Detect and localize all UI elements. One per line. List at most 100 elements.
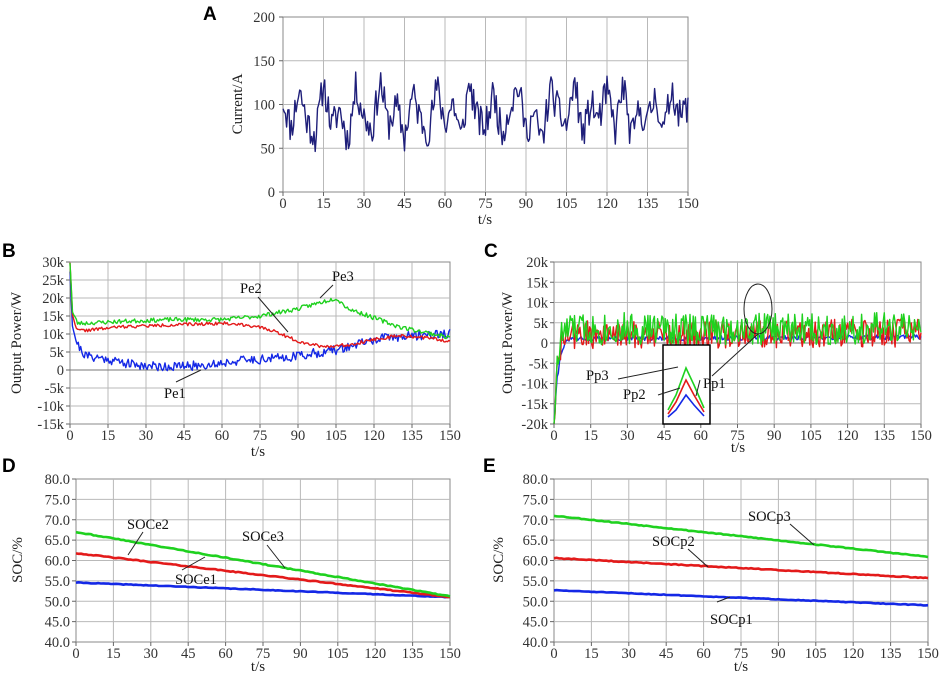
- chart-d-xtick-label: 30: [144, 646, 159, 662]
- chart-d-ytick-label: 70.0: [45, 513, 70, 529]
- ellipse-pointer: [711, 333, 759, 377]
- chart-d-ylabel: SOC/%: [10, 537, 26, 583]
- chart-e-xtick-label: 120: [842, 646, 864, 662]
- pp3-pointer: [617, 366, 679, 380]
- chart-a-ytick-label: 200: [253, 10, 275, 26]
- chart-d-xtick-label: 150: [439, 646, 461, 662]
- chart-d-xtick-label: 15: [106, 646, 121, 662]
- chart-a-xtick-label: 15: [316, 196, 331, 212]
- chart-a-xtick-label: 135: [637, 196, 659, 212]
- panel-letter-b: B: [2, 241, 16, 262]
- socp1-label: SOCp1: [710, 612, 753, 628]
- socp1-pointer: [716, 596, 731, 603]
- chart-b-xtick-label: 105: [325, 428, 347, 444]
- series-line-soce2: [75, 552, 451, 599]
- chart-e-ytick-label: 55.0: [523, 574, 548, 590]
- chart-d-ytick-label: 75.0: [45, 492, 70, 508]
- chart-e-ytick-label: 70.0: [523, 513, 548, 529]
- panel-b-power-chart: B 0 15 30 45 60 75 90 105 120 135 150 -15k -10k -5k 0 5…: [2, 241, 461, 460]
- chart-b-ylabel: Output Power/W: [9, 291, 25, 394]
- chart-b-series: [69, 262, 451, 372]
- chart-d-ytick-label: 55.0: [45, 574, 70, 590]
- chart-d-xtick-label: 105: [327, 646, 349, 662]
- chart-d-ytick-label: 65.0: [45, 533, 70, 549]
- pe1-label: Pe1: [164, 386, 186, 402]
- panel-c-power-chart: C 0 15 30 45 60 75 90 105 120 135 150 -20k -15k -10k -…: [484, 241, 932, 456]
- chart-e-ytick-label: 45.0: [523, 615, 548, 631]
- chart-a-xtick-label: 150: [677, 196, 699, 212]
- chart-e-xtick-label: 30: [622, 646, 637, 662]
- chart-c-xtick-label: 60: [694, 428, 709, 444]
- chart-c-ytick-label: 15k: [526, 275, 549, 291]
- chart-c-xtick-label: 90: [767, 428, 782, 444]
- chart-d-ytick-label: 60.0: [45, 554, 70, 570]
- chart-a-xtick-label: 75: [478, 196, 493, 212]
- chart-b-ytick-label: 5k: [50, 345, 65, 361]
- chart-b-xtick-label: 135: [401, 428, 423, 444]
- chart-e-xlabel: t/s: [734, 659, 748, 674]
- chart-e-ylabel: SOC/%: [491, 537, 507, 583]
- chart-b-ytick-label: 20k: [42, 291, 65, 307]
- chart-b-ytick-label: 10k: [42, 327, 65, 343]
- chart-a-ytick-label: 0: [268, 185, 275, 201]
- series-line-socp3: [553, 514, 929, 559]
- chart-c-ytick-label: 0: [541, 336, 548, 352]
- series-line-soce3: [75, 530, 451, 598]
- chart-e-xtick-label: 0: [550, 646, 557, 662]
- chart-b-xtick-label: 0: [66, 428, 73, 444]
- chart-c-ticks: 0 15 30 45 60 75 90 105 120 135 150 -20k -15k -10k -5k…: [521, 255, 931, 444]
- chart-a-xtick-label: 120: [596, 196, 618, 212]
- chart-a-xtick-label: 105: [556, 196, 578, 212]
- panel-e-soc-chart: E 0 15 30 45 60 75 90 105 120 135 150 40.0 45.0 50.0 5…: [483, 456, 939, 674]
- pp2-pointer: [657, 387, 681, 396]
- chart-c-grid: [554, 262, 921, 424]
- inset-pp1-trace: [667, 393, 705, 418]
- series-line-socp1: [553, 588, 929, 607]
- chart-e-ytick-label: 60.0: [523, 554, 548, 570]
- chart-e-ticks: 0 15 30 45 60 75 90 105 120 135 150 40.0 45.0 50.0 55.…: [523, 472, 939, 662]
- chart-c-ytick-label: 5k: [534, 316, 549, 332]
- series-line-current: [282, 71, 689, 153]
- series-line-pe1: [69, 271, 451, 372]
- soce2-label: SOCe2: [127, 517, 169, 533]
- pp3-label: Pp3: [586, 368, 609, 384]
- chart-e-ytick-label: 80.0: [523, 472, 548, 488]
- series-line-pe3: [69, 263, 451, 340]
- chart-b-xtick-label: 45: [177, 428, 192, 444]
- chart-e-xtick-label: 135: [880, 646, 902, 662]
- chart-b-xtick-label: 15: [101, 428, 116, 444]
- chart-a-xtick-label: 0: [279, 196, 286, 212]
- chart-b-ticks: 0 15 30 45 60 75 90 105 120 135 150 -15k -10k -5k 0 5k 1…: [37, 255, 460, 444]
- chart-a-ticks: 0 15 30 45 60 75 90 105 120 135 150 0 50 100 150 200: [253, 10, 699, 212]
- chart-c-xtick-label: 135: [873, 428, 895, 444]
- chart-c-ytick-label: 10k: [526, 296, 549, 312]
- chart-b-xtick-label: 60: [215, 428, 230, 444]
- chart-a-xtick-label: 45: [397, 196, 412, 212]
- chart-e-xtick-label: 15: [584, 646, 599, 662]
- chart-e-ytick-label: 50.0: [523, 594, 548, 610]
- chart-a-grid: [283, 17, 688, 192]
- chart-a-xlabel: t/s: [478, 212, 492, 228]
- chart-a-ylabel: Current/A: [230, 73, 246, 134]
- chart-d-xtick-label: 120: [364, 646, 386, 662]
- panel-letter-e: E: [483, 456, 496, 477]
- chart-e-xtick-label: 45: [659, 646, 674, 662]
- series-line-pe2: [69, 262, 451, 349]
- panel-a-current-chart: A 0 15 30 45 60 75 90 105 120 135 150050100150200 …: [203, 4, 699, 228]
- chart-c-xtick-label: 45: [657, 428, 672, 444]
- pp2-label: Pp2: [623, 387, 646, 403]
- chart-a-series: [282, 71, 689, 153]
- chart-e-ytick-label: 65.0: [523, 533, 548, 549]
- chart-e-xtick-label: 60: [696, 646, 711, 662]
- chart-a-ytick-label: 50: [261, 141, 276, 157]
- panel-letter-a: A: [203, 4, 217, 25]
- chart-c-xlabel: t/s: [731, 440, 745, 456]
- chart-b-ytick-label: 25k: [42, 273, 65, 289]
- chart-e-xtick-label: 75: [734, 646, 749, 662]
- chart-c-xtick-label: 0: [550, 428, 557, 444]
- soce1-label: SOCe1: [175, 572, 217, 588]
- chart-c-xtick-label: 15: [583, 428, 598, 444]
- chart-c-series: [553, 312, 922, 425]
- chart-d-xlabel: t/s: [251, 659, 265, 674]
- chart-d-xtick-label: 75: [256, 646, 271, 662]
